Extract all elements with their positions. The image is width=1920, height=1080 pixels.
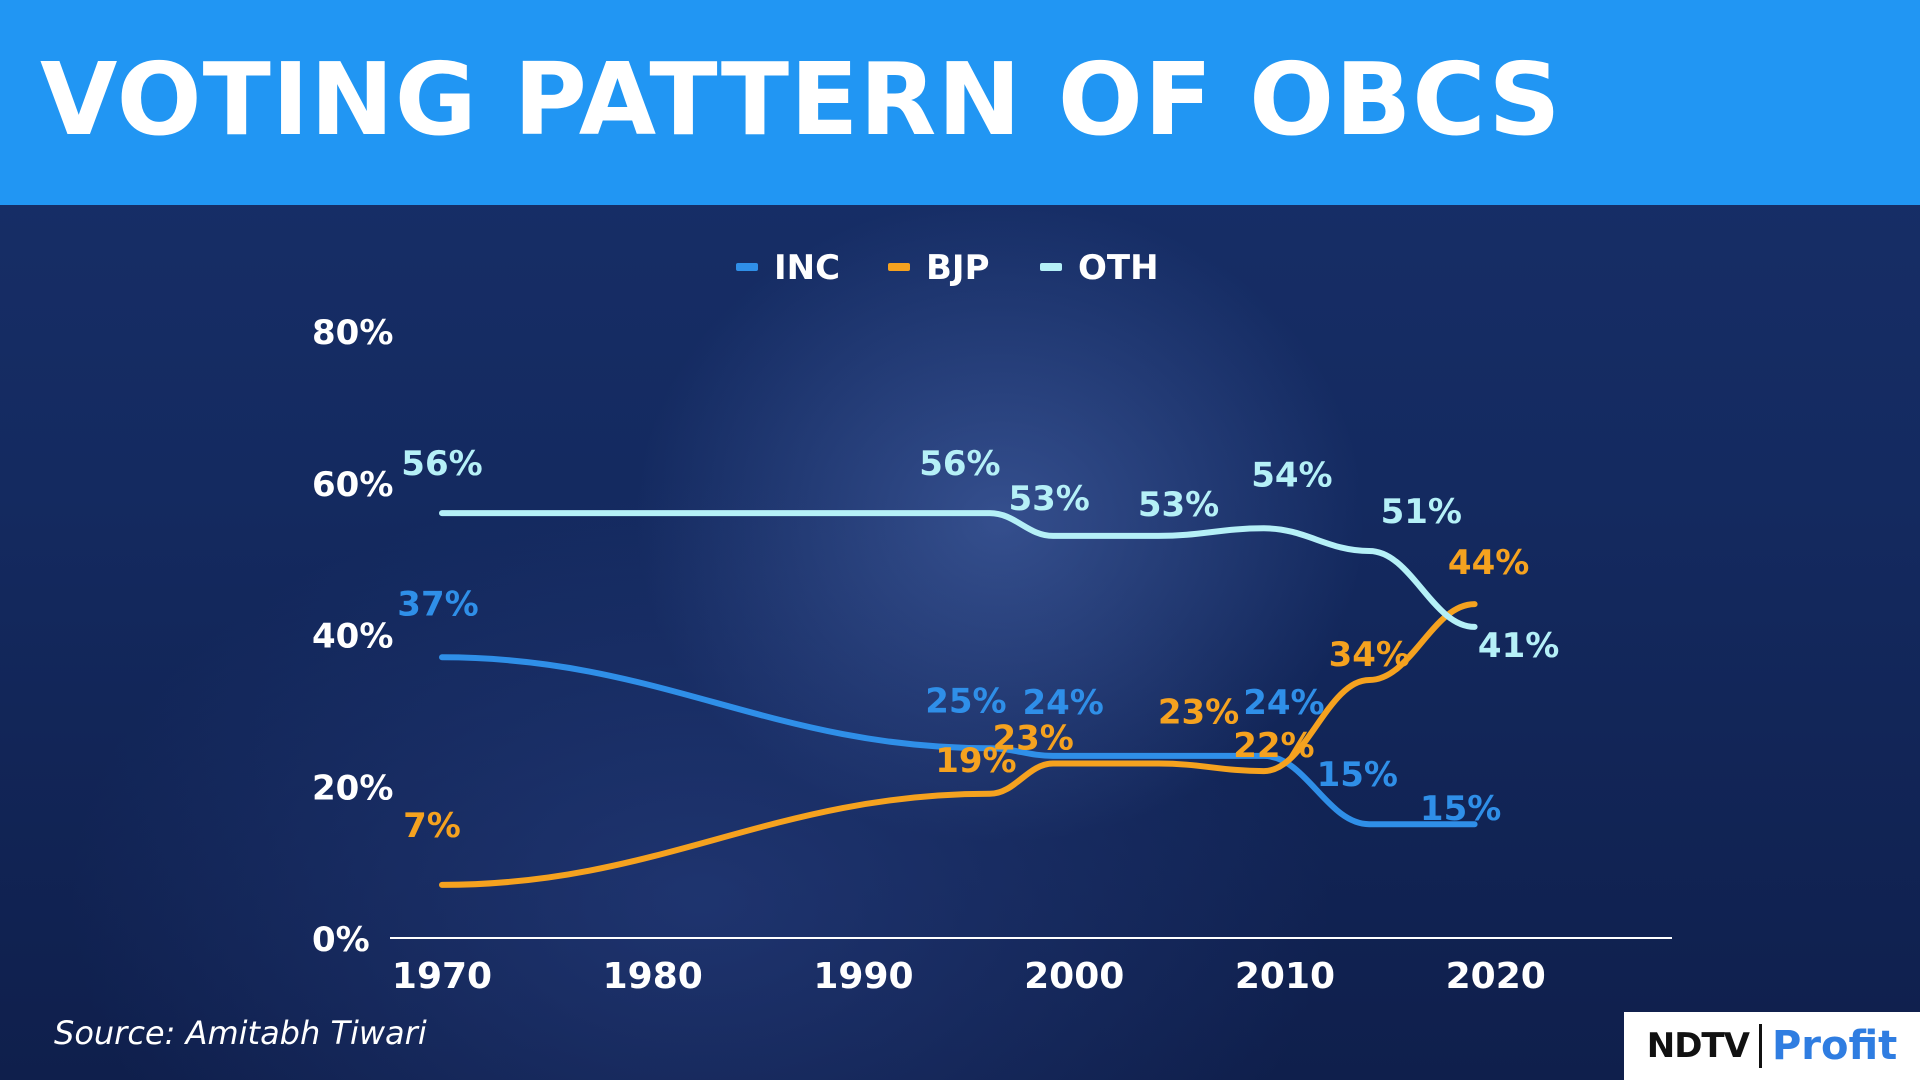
x-axis: 1970 1980 1990 2000 2010 2020 bbox=[390, 937, 1672, 997]
data-label-oth: 41% bbox=[1478, 626, 1559, 666]
chart-legend: INC BJP OTH bbox=[736, 248, 1159, 288]
data-label-bjp: 7% bbox=[403, 806, 461, 846]
ndtv-profit-logo: NDTV Profit bbox=[1624, 1012, 1920, 1080]
data-labels: 37%25% 24% 24%15%15%7%19%23%23%22%34%44%56… bbox=[397, 444, 1559, 846]
data-label-bjp: 44% bbox=[1448, 543, 1529, 583]
logo-ndtv: NDTV bbox=[1646, 1026, 1750, 1066]
data-label-inc: 24% bbox=[1243, 683, 1324, 723]
x-tick-label: 2010 bbox=[1235, 956, 1335, 997]
y-tick-label: 60% bbox=[312, 465, 393, 505]
x-tick-label: 1970 bbox=[392, 956, 492, 997]
data-label-oth: 56% bbox=[401, 444, 482, 484]
source-note: Source: Amitabh Tiwari bbox=[54, 1014, 427, 1052]
legend-label-inc: INC bbox=[774, 248, 840, 288]
y-tick-label: 40% bbox=[312, 617, 393, 657]
legend-swatch-bjp bbox=[888, 263, 910, 271]
data-label-oth: 56% bbox=[919, 444, 1000, 484]
y-tick-label: 0% bbox=[312, 920, 370, 960]
legend-label-oth: OTH bbox=[1078, 248, 1159, 288]
data-label-oth: 54% bbox=[1251, 455, 1332, 495]
data-label-oth: 53% bbox=[1008, 479, 1089, 519]
page-title: VOTING PATTERN OF OBCS bbox=[40, 41, 1562, 158]
data-label-inc: 15% bbox=[1317, 755, 1398, 795]
data-label-bjp: 19% bbox=[935, 741, 1016, 781]
legend-swatch-oth bbox=[1040, 263, 1062, 271]
data-label-inc: 25% bbox=[925, 681, 1006, 721]
data-label-bjp: 23% bbox=[1158, 692, 1239, 732]
data-label-inc: 37% bbox=[397, 584, 478, 624]
y-tick-label: 80% bbox=[312, 313, 393, 353]
x-tick-label: 2020 bbox=[1446, 956, 1546, 997]
line-chart: INC BJP OTH 0% 20% 40% 60% 80% 1970 1980 1990 200… bbox=[312, 248, 1672, 997]
legend-label-bjp: BJP bbox=[926, 248, 989, 288]
data-label-bjp: 34% bbox=[1329, 635, 1410, 675]
data-label-inc: 24% bbox=[1022, 683, 1103, 723]
x-tick-label: 2000 bbox=[1024, 956, 1124, 997]
series-line-bjp bbox=[439, 601, 1478, 888]
series-line-inc bbox=[439, 654, 1478, 828]
legend-swatch-inc bbox=[736, 263, 758, 271]
series-lines bbox=[439, 510, 1478, 888]
title-banner: VOTING PATTERN OF OBCS bbox=[0, 0, 1920, 205]
y-axis: 0% 20% 40% 60% 80% bbox=[312, 313, 393, 960]
x-tick-label: 1980 bbox=[603, 956, 703, 997]
data-label-bjp: 22% bbox=[1233, 726, 1314, 766]
x-tick-label: 1990 bbox=[813, 956, 913, 997]
series-line-oth bbox=[439, 510, 1478, 630]
y-tick-label: 20% bbox=[312, 768, 393, 808]
logo-separator bbox=[1758, 1024, 1762, 1068]
data-label-oth: 53% bbox=[1138, 485, 1219, 525]
logo-profit: Profit bbox=[1771, 1023, 1898, 1069]
data-label-inc: 15% bbox=[1420, 789, 1501, 829]
data-label-oth: 51% bbox=[1381, 492, 1462, 532]
data-label-bjp: 23% bbox=[992, 718, 1073, 758]
